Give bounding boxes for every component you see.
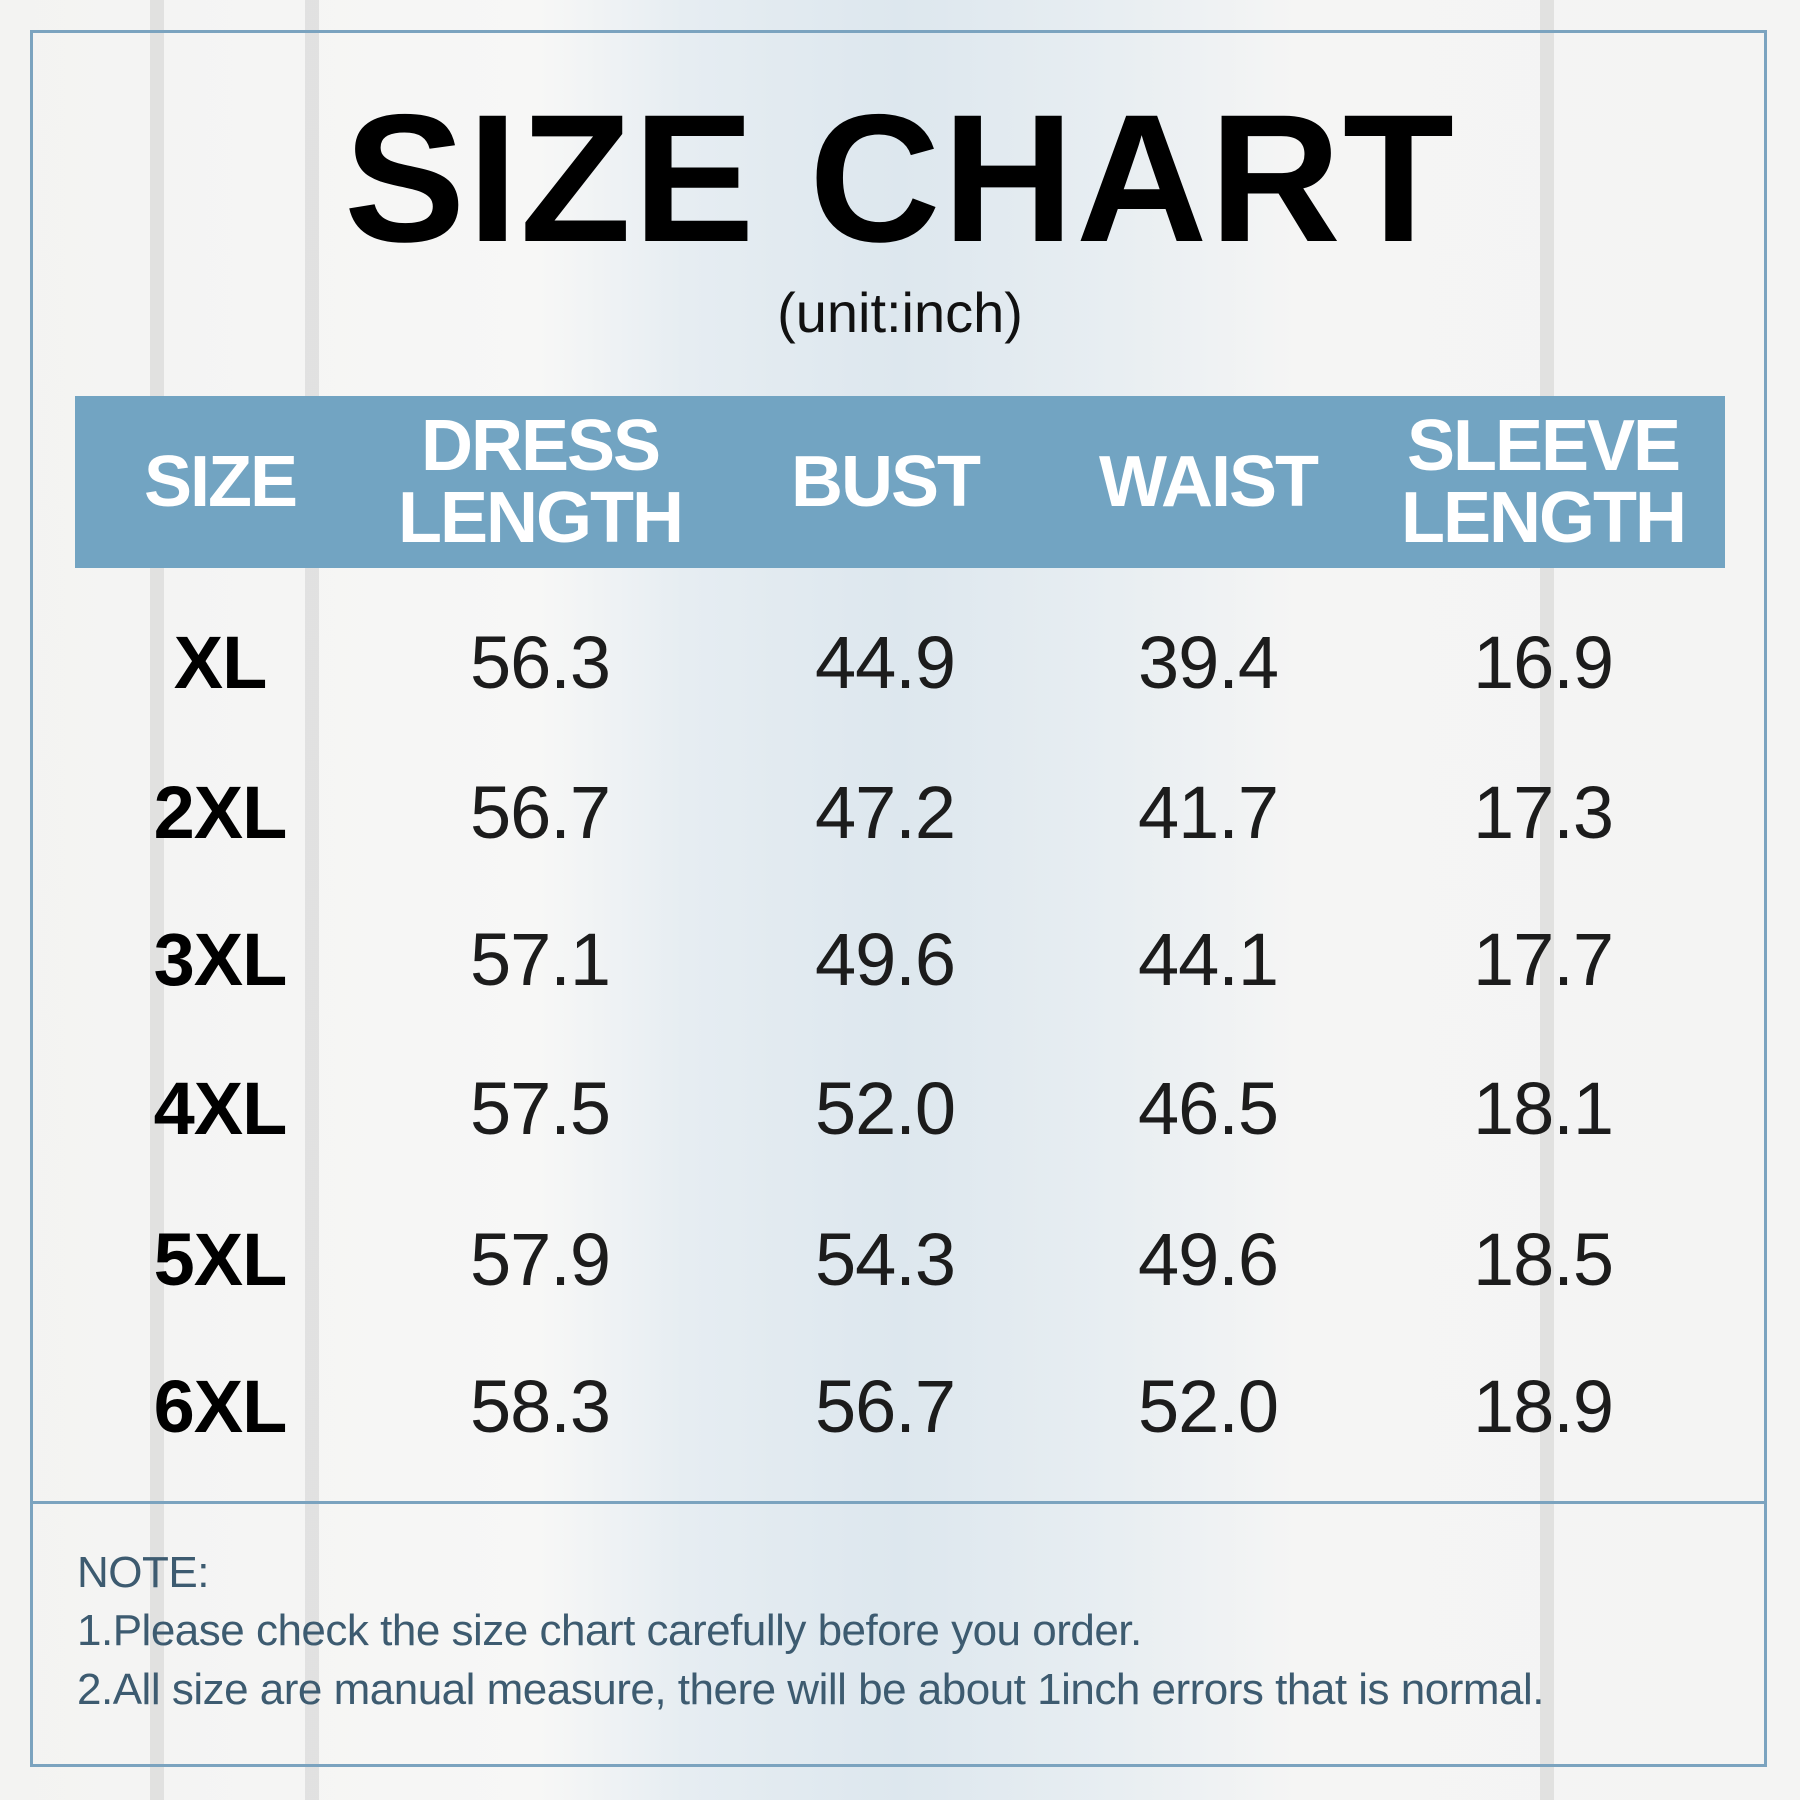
dress-length-cell: 57.1 <box>469 917 611 1001</box>
note-line-1: 1.Please check the size chart carefully … <box>77 1606 1142 1655</box>
size-cell: 4XL <box>153 1066 288 1150</box>
column-header-waist: WAIST <box>1099 442 1319 522</box>
bust-cell: 47.2 <box>814 770 956 854</box>
chart-frame <box>30 30 1767 1767</box>
sleeve-length-cell: 18.5 <box>1472 1217 1614 1301</box>
unit-label: (unit:inch) <box>777 281 1023 344</box>
waist-cell: 41.7 <box>1137 770 1279 854</box>
column-header-size: SIZE <box>143 442 298 522</box>
bust-cell: 56.7 <box>814 1364 956 1448</box>
waist-cell: 46.5 <box>1137 1066 1279 1150</box>
page-title: SIZE CHART <box>344 76 1456 280</box>
sleeve-length-cell: 17.7 <box>1472 917 1614 1001</box>
sleeve-length-cell: 17.3 <box>1472 770 1614 854</box>
table-row: XL 56.3 44.9 39.4 16.9 <box>75 612 1725 712</box>
table-row: 6XL 58.3 56.7 52.0 18.9 <box>75 1356 1725 1456</box>
column-header-dress-length: DRESS LENGTH <box>398 406 684 558</box>
dress-length-cell: 58.3 <box>469 1364 611 1448</box>
column-header-bust: BUST <box>791 442 981 522</box>
bust-cell: 52.0 <box>814 1066 956 1150</box>
waist-cell: 39.4 <box>1137 620 1279 704</box>
bust-cell: 49.6 <box>814 917 956 1001</box>
size-cell: 6XL <box>153 1364 288 1448</box>
size-cell: 5XL <box>153 1217 288 1301</box>
note-line-2: 2.All size are manual measure, there wil… <box>77 1665 1544 1714</box>
table-row: 5XL 57.9 54.3 49.6 18.5 <box>75 1209 1725 1309</box>
table-row: 2XL 56.7 47.2 41.7 17.3 <box>75 762 1725 862</box>
table-row: 3XL 57.1 49.6 44.1 17.7 <box>75 909 1725 1009</box>
sleeve-length-cell: 16.9 <box>1472 620 1614 704</box>
sleeve-length-cell: 18.1 <box>1472 1066 1614 1150</box>
dress-length-cell: 57.9 <box>469 1217 611 1301</box>
bust-cell: 54.3 <box>814 1217 956 1301</box>
sleeve-length-cell: 18.9 <box>1472 1364 1614 1448</box>
table-header: SIZE DRESS LENGTH BUST WAIST SLEEVE LENG… <box>75 396 1725 568</box>
table-row: 4XL 57.5 52.0 46.5 18.1 <box>75 1058 1725 1158</box>
dress-length-cell: 56.7 <box>469 770 611 854</box>
note-heading: NOTE: <box>77 1548 209 1597</box>
column-header-sleeve-length: SLEEVE LENGTH <box>1401 406 1687 558</box>
size-cell: XL <box>173 620 268 704</box>
waist-cell: 44.1 <box>1137 917 1279 1001</box>
waist-cell: 49.6 <box>1137 1217 1279 1301</box>
waist-cell: 52.0 <box>1137 1364 1279 1448</box>
bust-cell: 44.9 <box>814 620 956 704</box>
dress-length-cell: 57.5 <box>469 1066 611 1150</box>
divider <box>30 1501 1767 1504</box>
size-cell: 2XL <box>153 770 288 854</box>
dress-length-cell: 56.3 <box>469 620 611 704</box>
size-cell: 3XL <box>153 917 288 1001</box>
